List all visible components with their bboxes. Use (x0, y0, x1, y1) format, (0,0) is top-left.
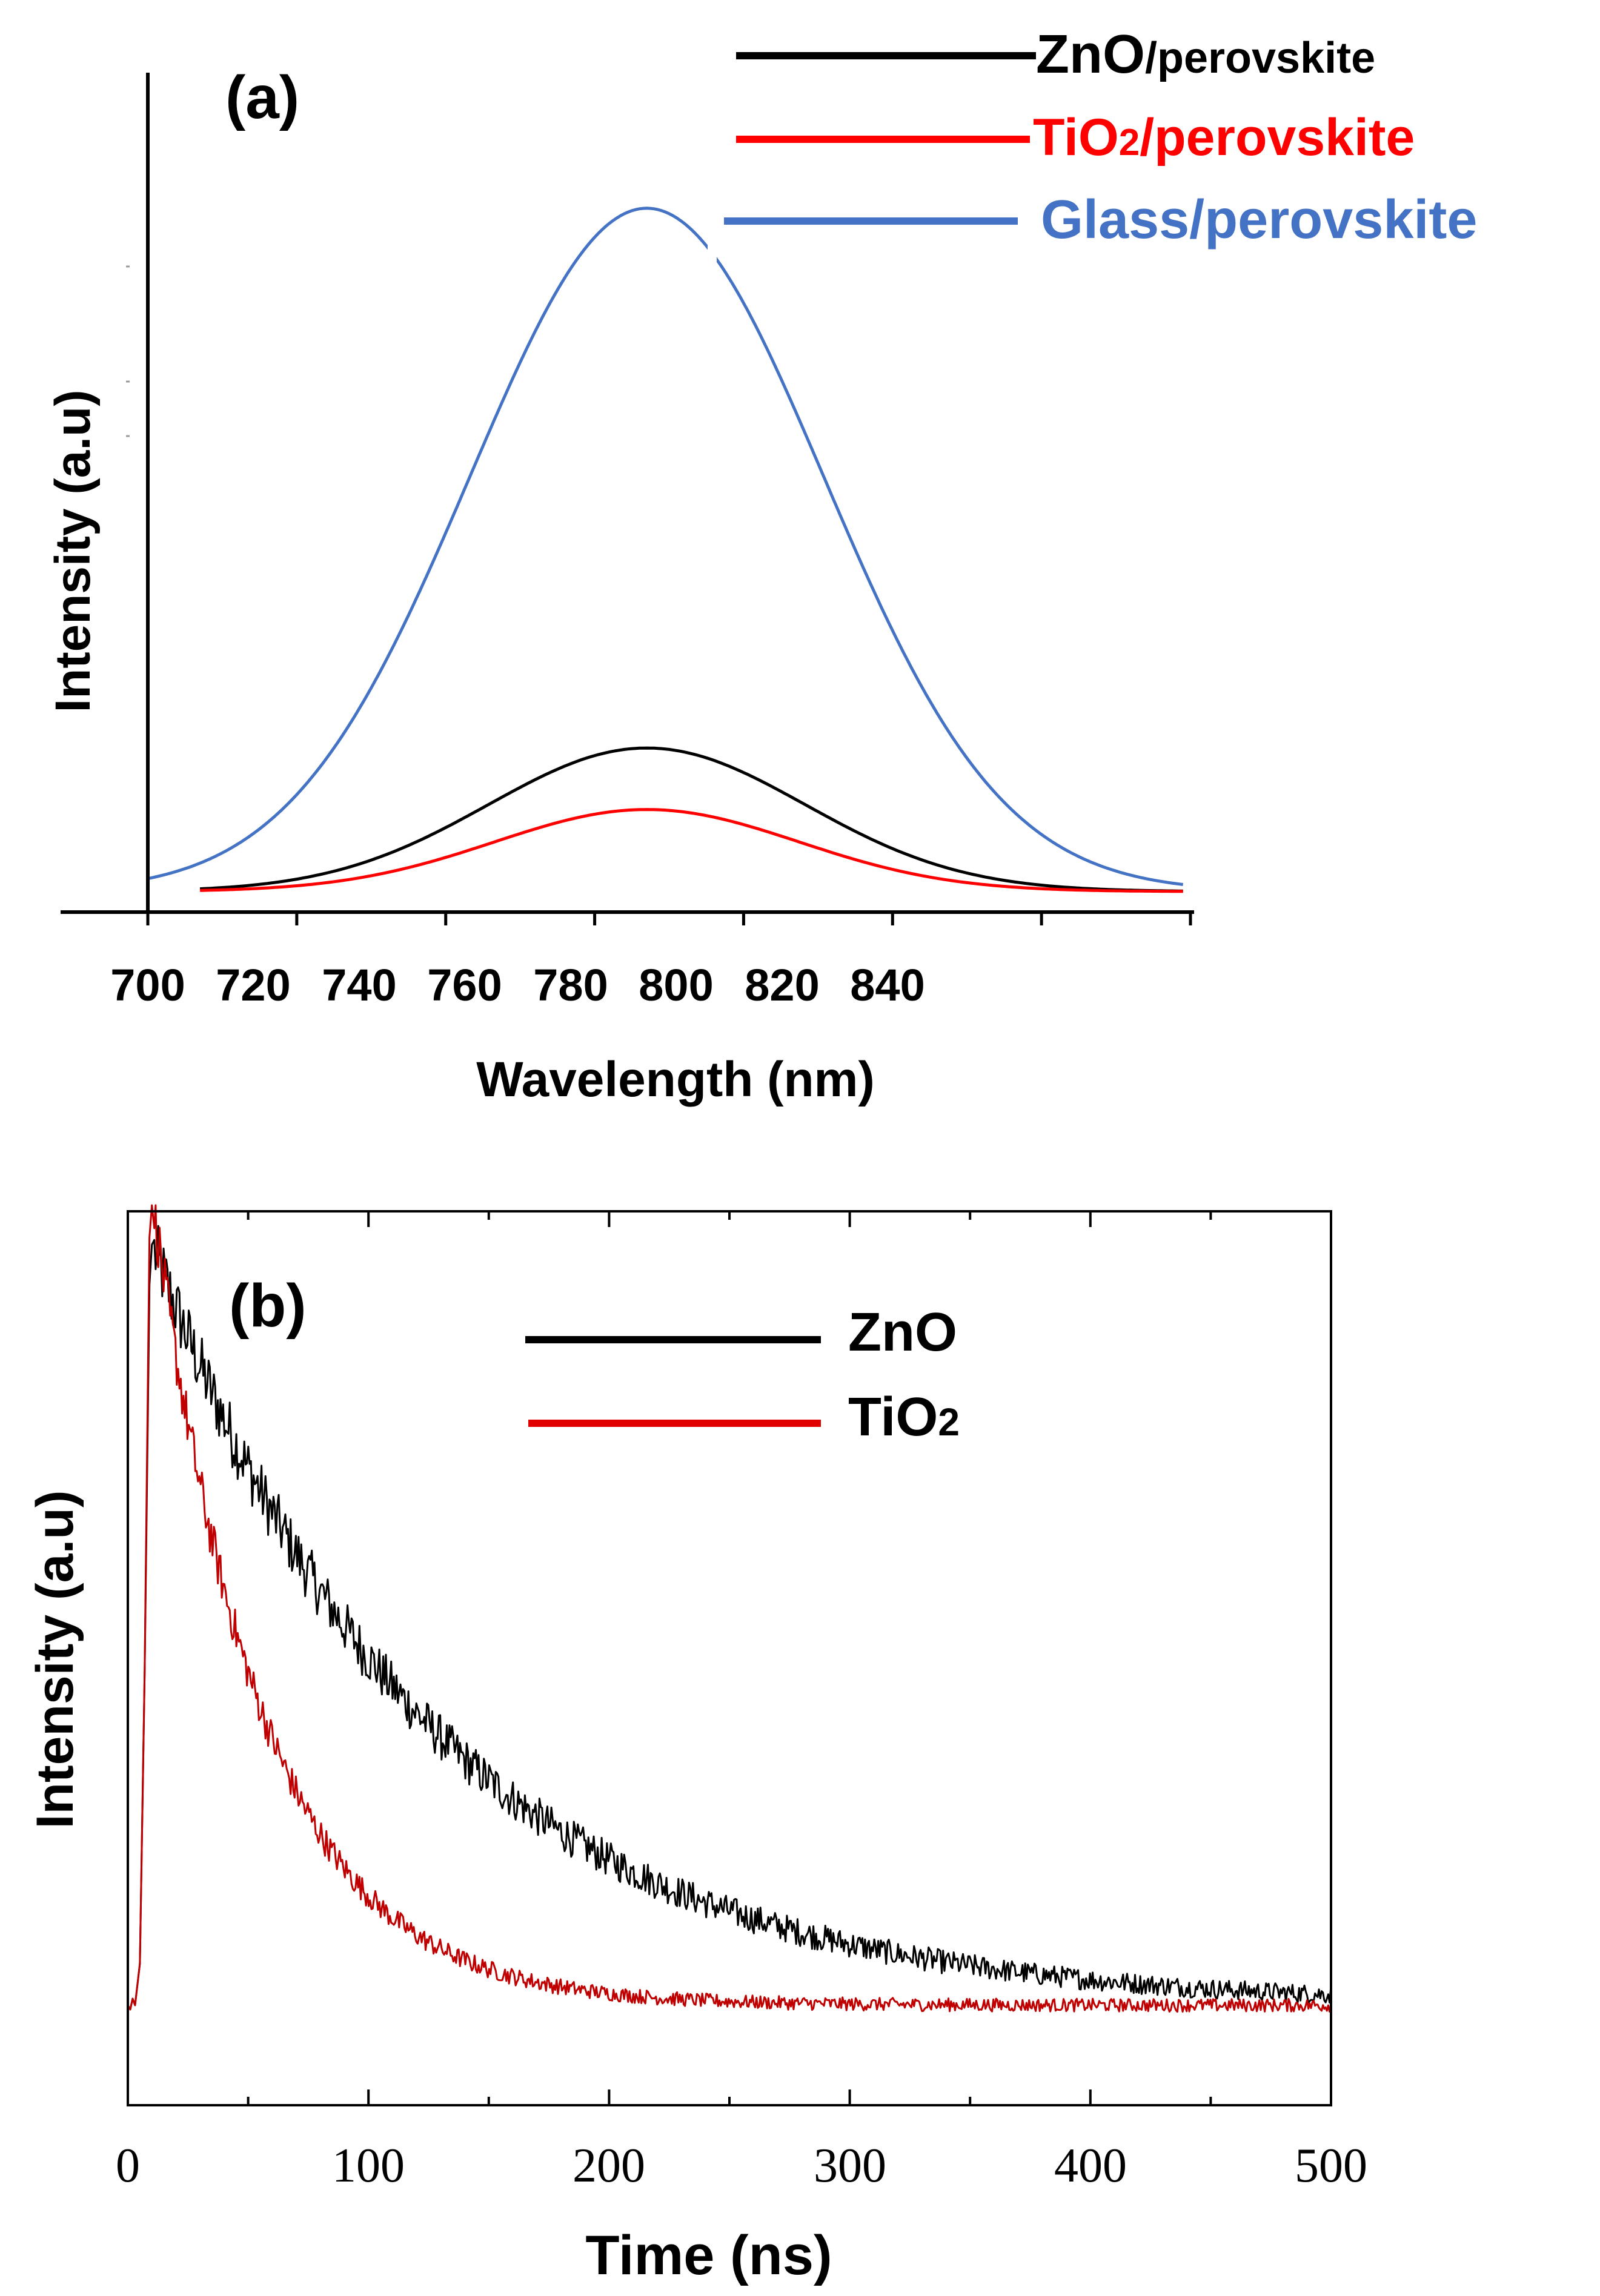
legend-entry-zno: ZnO (848, 1302, 957, 1363)
series-line-zno-perovskite (199, 746, 1183, 893)
series-line-tio2 (127, 1204, 1332, 2013)
legend-entry-glass-perovskite: Glass/perovskite (1041, 190, 1477, 250)
panel-b-x-tick-label: 0 (116, 2139, 140, 2192)
panel-b-series-layer (127, 1204, 1332, 2013)
panel-a-x-tick-label: 840 (850, 960, 924, 1010)
legend-entry-tio2-perovskite: TiO2/perovskite (1033, 108, 1415, 167)
panel-b-x-axis-label: Time (ns) (585, 2225, 832, 2286)
panel-a-series-layer (147, 207, 1184, 893)
panel-b-x-tick-label: 500 (1295, 2139, 1367, 2192)
panel-a-pl-spectra: 700 720 740 760 780 800 820 840 Waveleng… (45, 24, 1477, 1107)
panel-a-x-tick-label: 760 (427, 960, 502, 1010)
panel-a-x-tick-label: 820 (745, 960, 819, 1010)
panel-a-x-ticks (146, 912, 1192, 925)
panel-a-x-axis-label: Wavelength (nm) (476, 1052, 875, 1107)
legend-entry-tio2: TiO2 (848, 1387, 960, 1447)
panel-b-x-tick-label: 100 (332, 2139, 405, 2192)
series-line-glass-perovskite (147, 207, 1184, 886)
panel-a-legend: ZnO/perovskite TiO2/perovskite Glass/per… (708, 24, 1477, 279)
panel-b-trpl-decay: 0 100 200 300 400 500 Time (ns) Intensit… (26, 1204, 1367, 2286)
panel-a-x-tick-label: 720 (216, 960, 290, 1010)
panel-b-x-tick-label: 400 (1054, 2139, 1127, 2192)
panel-b-label: (b) (229, 1272, 307, 1340)
panel-b-y-axis-label: Intensity (a.u) (26, 1490, 84, 1828)
legend-background (708, 195, 717, 279)
panel-b-x-ticks (127, 1211, 1332, 2105)
legend-entry-zno-perovskite: ZnO/perovskite (1036, 24, 1375, 85)
panel-a-x-tick-label: 740 (322, 960, 396, 1010)
panel-b-x-tick-label: 300 (814, 2139, 886, 2192)
panel-b-x-tick-label: 200 (573, 2139, 645, 2192)
panel-a-label: (a) (225, 64, 299, 131)
panel-a-x-tick-label: 800 (639, 960, 713, 1010)
panel-a-y-axis-label: Intensity (a.u) (45, 389, 101, 712)
panel-a-x-tick-label: 780 (533, 960, 608, 1010)
series-line-zno (127, 1225, 1332, 2011)
panel-b-legend: ZnO TiO2 (525, 1302, 960, 1447)
panel-a-x-tick-label: 700 (110, 960, 185, 1010)
series-line-tio2-perovskite (200, 808, 1183, 893)
